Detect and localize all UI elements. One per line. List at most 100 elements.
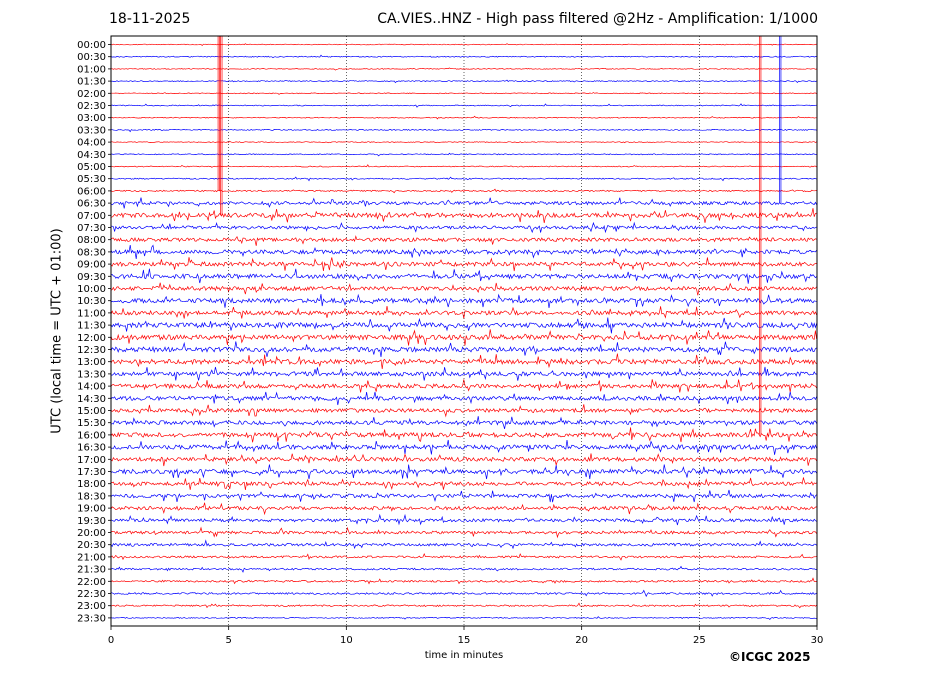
trace-0130 <box>110 79 817 84</box>
y-tick-label: 01:00 <box>77 64 106 75</box>
trace-1900 <box>110 502 817 516</box>
trace-1500 <box>110 404 817 418</box>
trace-1930 <box>110 513 817 526</box>
x-tick-label: 25 <box>693 635 706 646</box>
y-tick-label: 20:00 <box>77 528 106 539</box>
trace-0430 <box>110 152 817 157</box>
header-date: 18-11-2025 <box>109 11 191 27</box>
trace-0000 <box>110 43 817 46</box>
y-tick-label: 06:00 <box>77 186 106 197</box>
trace-1130 <box>110 317 817 334</box>
y-tick-label: 12:30 <box>77 345 106 356</box>
y-tick-label: 04:00 <box>77 138 106 149</box>
trace-0830 <box>110 244 817 259</box>
y-tick-label: 05:00 <box>77 162 106 173</box>
trace-1030 <box>110 293 817 309</box>
x-axis-label: time in minutes <box>424 650 504 661</box>
y-tick-label: 18:00 <box>77 479 106 490</box>
trace-1630 <box>110 439 817 455</box>
trace-2300 <box>110 602 817 609</box>
y-tick-label: 17:30 <box>77 467 106 478</box>
trace-1000 <box>110 282 817 296</box>
trace-0400 <box>110 140 817 144</box>
trace-2000 <box>110 526 817 539</box>
y-tick-label: 17:00 <box>77 455 106 466</box>
y-tick-label: 22:00 <box>77 577 106 588</box>
y-tick-label: 10:30 <box>77 296 106 307</box>
y-tick-label: 14:30 <box>77 394 106 405</box>
trace-1730 <box>110 464 817 480</box>
trace-0630 <box>110 197 817 209</box>
trace-1830 <box>110 489 817 503</box>
trace-2230 <box>110 589 817 598</box>
y-tick-label: 13:30 <box>77 369 106 380</box>
y-tick-label: 11:00 <box>77 308 106 319</box>
y-tick-label: 03:00 <box>77 113 106 124</box>
y-tick-label: 19:00 <box>77 504 106 515</box>
x-tick-label: 10 <box>340 635 353 646</box>
x-tick-label: 0 <box>108 635 114 646</box>
y-tick-label: 15:30 <box>77 418 106 429</box>
trace-0230 <box>110 103 817 108</box>
trace-2100 <box>110 552 817 561</box>
y-tick-label: 04:30 <box>77 150 106 161</box>
y-tick-label: 09:00 <box>77 260 106 271</box>
y-tick-label: 23:00 <box>77 601 106 612</box>
trace-1400 <box>110 379 817 393</box>
trace-1800 <box>110 477 817 491</box>
trace-1700 <box>110 453 817 467</box>
y-tick-label: 21:30 <box>77 565 106 576</box>
trace-0700 <box>110 208 817 224</box>
y-tick-label: 22:30 <box>77 589 106 600</box>
trace-2130 <box>110 565 817 573</box>
trace-1430 <box>110 391 817 406</box>
y-tick-label: 15:00 <box>77 406 106 417</box>
trace-1230 <box>110 341 817 357</box>
trace-0730 <box>110 221 817 234</box>
trace-0100 <box>110 67 817 71</box>
y-tick-label: 11:30 <box>77 321 106 332</box>
y-tick-label: 21:00 <box>77 552 106 563</box>
trace-0300 <box>110 115 817 120</box>
chart-title: CA.VIES..HNZ - High pass filtered @2Hz -… <box>377 11 818 27</box>
trace-lines <box>110 43 817 621</box>
x-tick-label: 30 <box>811 635 824 646</box>
y-tick-label: 14:00 <box>77 382 106 393</box>
y-tick-label: 18:30 <box>77 491 106 502</box>
trace-2030 <box>110 539 817 550</box>
trace-2200 <box>110 577 817 585</box>
y-tick-label: 00:00 <box>77 40 106 51</box>
y-tick-label: 02:30 <box>77 101 106 112</box>
trace-1330 <box>110 366 817 381</box>
y-tick-label: 02:00 <box>77 89 106 100</box>
event-spikes <box>217 36 782 435</box>
trace-0030 <box>110 54 817 59</box>
copyright-credit: ©ICGC 2025 <box>729 650 811 664</box>
y-tick-label: 07:00 <box>77 211 106 222</box>
y-tick-label: 00:30 <box>77 52 106 63</box>
trace-0200 <box>110 92 817 95</box>
trace-0900 <box>110 257 817 272</box>
x-tick-labels: 0 5 10 15 20 25 30 <box>108 626 824 646</box>
y-tick-label: 16:30 <box>77 443 106 454</box>
trace-0600 <box>110 188 817 194</box>
y-tick-label: 03:30 <box>77 125 106 136</box>
y-tick-label: 16:00 <box>77 430 106 441</box>
y-tick-label: 09:30 <box>77 272 106 283</box>
trace-0500 <box>110 164 817 168</box>
trace-2330 <box>110 616 817 621</box>
trace-1530 <box>110 416 817 429</box>
grid-lines <box>228 36 700 626</box>
trace-1600 <box>110 427 817 443</box>
y-tick-label: 05:30 <box>77 174 106 185</box>
y-tick-label: 06:30 <box>77 199 106 210</box>
y-axis-label: UTC (local time = UTC + 01:00) <box>49 228 65 434</box>
trace-0800 <box>110 235 817 246</box>
y-tick-label: 23:30 <box>77 613 106 624</box>
trace-1300 <box>110 353 817 370</box>
trace-1200 <box>110 329 817 346</box>
trace-1100 <box>110 306 817 319</box>
trace-0930 <box>110 268 817 284</box>
